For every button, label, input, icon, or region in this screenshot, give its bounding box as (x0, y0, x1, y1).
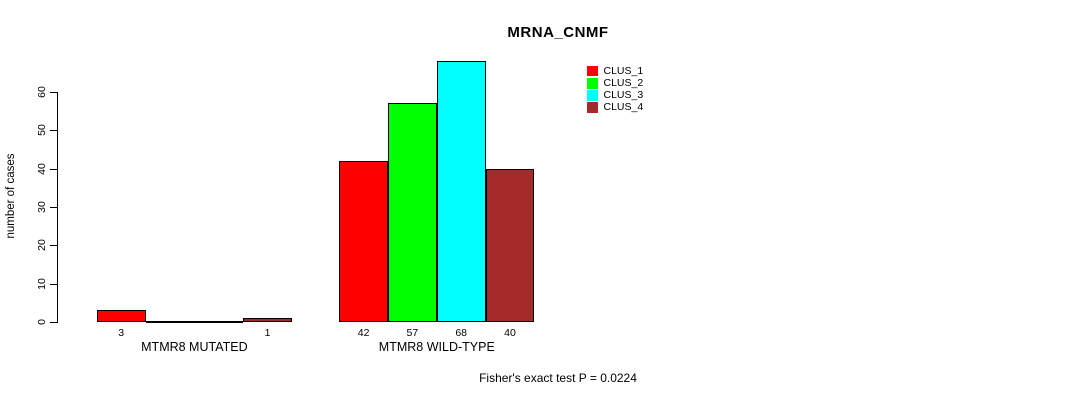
fisher-test-annotation: Fisher's exact test P = 0.0224 (479, 371, 637, 385)
y-axis-tick (50, 283, 57, 285)
bar-value-label: 1 (264, 326, 271, 339)
y-axis-line (57, 92, 58, 323)
legend-label: CLUS_4 (603, 101, 644, 114)
bar-clus_4-1 (243, 318, 292, 322)
legend-label: CLUS_3 (603, 89, 644, 102)
y-axis-tick-label: 0 (36, 319, 48, 325)
bar-clus_2-2 (388, 103, 437, 322)
y-axis-tick-label: 60 (36, 86, 48, 98)
legend: CLUS_1 CLUS_2 CLUS_3 CLUS_4 (587, 65, 643, 114)
bar-zero-clus_2-1 (145, 321, 195, 323)
bar-value-label: 42 (357, 326, 370, 339)
legend-color-swatch (587, 102, 598, 113)
legend-item: CLUS_4 (587, 102, 643, 114)
bar-value-label: 57 (406, 326, 419, 339)
legend-item: CLUS_3 (587, 89, 643, 101)
y-axis-title: number of cases (5, 153, 17, 239)
bar-value-label: 3 (118, 326, 125, 339)
legend-color-swatch (587, 65, 598, 77)
y-axis-tick-label: 50 (36, 124, 48, 137)
legend-color-swatch (587, 90, 598, 101)
bar-clus_1-2 (339, 161, 388, 322)
legend-color-swatch (587, 78, 598, 89)
legend-item: CLUS_2 (587, 77, 643, 89)
chart-title: MRNA_CNMF (507, 24, 609, 41)
x-axis-group-label: MTMR8 WILD-TYPE (378, 340, 495, 354)
bar-value-label: 40 (504, 326, 516, 339)
x-axis-group-label: MTMR8 MUTATED (141, 340, 248, 354)
y-axis-tick-label: 10 (36, 277, 48, 290)
y-axis-tick (50, 207, 57, 208)
bar-clus_4-2 (485, 169, 535, 322)
y-axis-tick (50, 168, 57, 170)
legend-label: CLUS_2 (603, 77, 644, 90)
y-axis-tick (50, 322, 57, 323)
y-axis-tick-label: 40 (36, 162, 48, 175)
bar-clus_3-2 (436, 61, 486, 322)
y-axis-tick-label: 20 (36, 239, 48, 252)
bar-clus_1-1 (96, 310, 146, 322)
bar-zero-clus_3-1 (194, 321, 244, 323)
y-axis-tick (50, 245, 57, 247)
y-axis-tick (50, 92, 57, 93)
legend-label: CLUS_1 (603, 64, 644, 77)
legend-item: CLUS_1 (587, 65, 643, 77)
y-axis-tick (50, 130, 57, 132)
bar-value-label: 68 (455, 326, 468, 339)
y-axis-tick-label: 30 (36, 201, 48, 213)
